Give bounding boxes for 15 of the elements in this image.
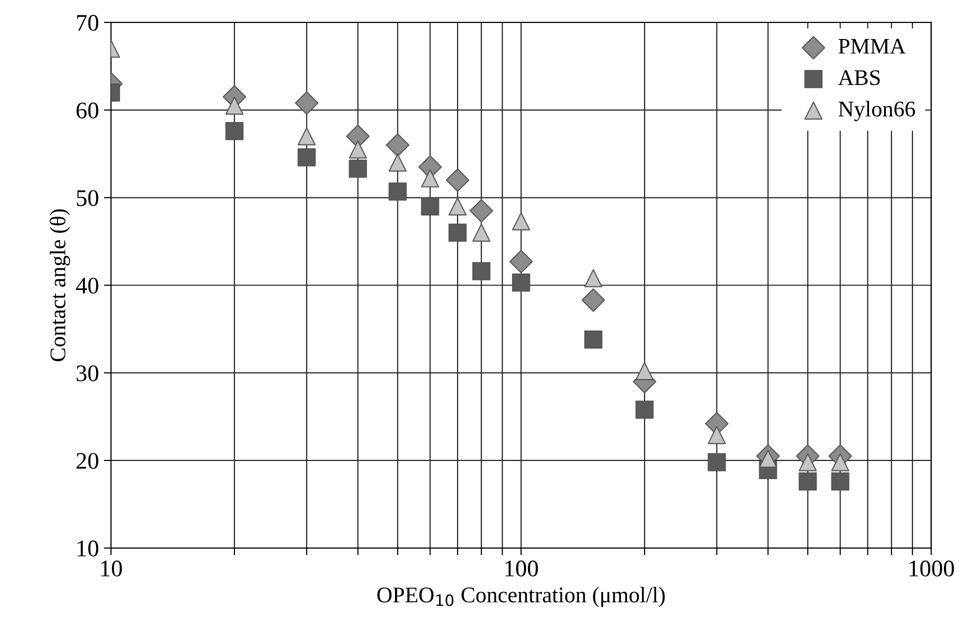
- y-tick-label: 60: [76, 102, 98, 118]
- y-tick-label: 30: [76, 365, 98, 382]
- y-axis-title: Contact angle (θ): [50, 209, 70, 362]
- y-tick-label: 20: [76, 452, 98, 469]
- x-axis-title: OPEO$_{10}$ Concentration (μmol/l): [377, 586, 665, 607]
- y-tick-label: 50: [76, 190, 98, 206]
- x-tick-label: 1000: [910, 560, 954, 576]
- y-tick-label: 40: [76, 278, 98, 294]
- x-tick-label: 100: [505, 560, 538, 576]
- y-tick-label: 10: [78, 540, 98, 556]
- legend-label: Nylon66: [838, 100, 916, 122]
- x-tick-label: 10: [101, 560, 122, 576]
- legend-label: PMMA: [838, 38, 906, 54]
- y-tick-label: 70: [77, 14, 98, 31]
- legend-label: ABS: [838, 70, 880, 86]
